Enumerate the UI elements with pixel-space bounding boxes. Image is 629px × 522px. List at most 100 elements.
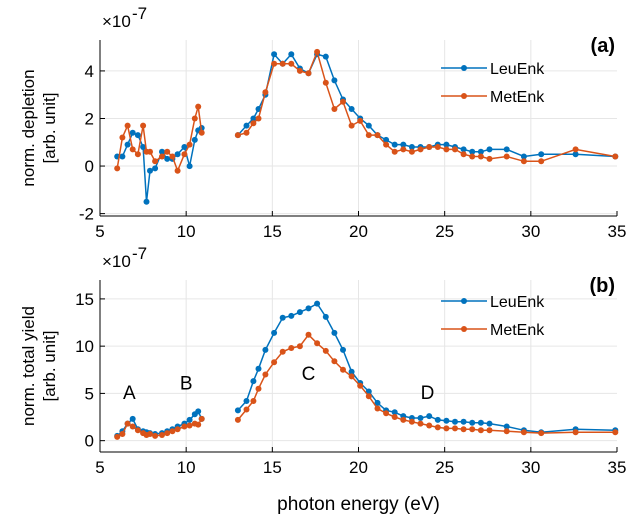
data-point [250, 120, 257, 127]
data-point [357, 382, 364, 389]
data-point [486, 427, 493, 434]
series-metenk [114, 331, 619, 440]
data-point [460, 146, 467, 153]
data-point [296, 309, 303, 316]
data-point [477, 419, 484, 426]
data-point [262, 371, 269, 378]
y-axis-label-line-2: [arb. unit] [40, 93, 59, 164]
x-tick-label: 10 [177, 458, 196, 477]
data-point [262, 346, 269, 353]
data-point [243, 122, 250, 129]
data-point [191, 115, 198, 122]
data-point [143, 198, 150, 205]
data-point [503, 428, 510, 435]
data-point [255, 385, 262, 392]
data-point [279, 314, 286, 321]
data-point [255, 115, 262, 122]
data-point [198, 129, 205, 136]
x-tick-label: 15 [263, 458, 282, 477]
annotation-label: A [123, 383, 136, 404]
data-point [243, 398, 250, 404]
y-tick-label: 15 [75, 290, 94, 309]
series-metenk [114, 48, 619, 174]
y-axis-label-line-2: [arb. unit] [40, 331, 59, 402]
data-point [538, 430, 545, 437]
x-tick-label: 25 [435, 222, 454, 241]
data-point [129, 415, 136, 422]
data-point [503, 153, 510, 160]
y-tick-label: -2 [79, 205, 94, 224]
data-point [503, 146, 510, 153]
data-point [134, 427, 141, 434]
data-point [452, 146, 458, 153]
data-point [538, 151, 545, 158]
data-point [417, 146, 424, 153]
y-tick-label: 0 [85, 432, 94, 451]
data-point [234, 132, 241, 139]
legend-swatch-marker [461, 93, 467, 99]
data-point [296, 343, 303, 350]
data-point [426, 144, 433, 150]
data-point [322, 313, 329, 320]
data-point [288, 51, 295, 58]
axis-multiplier-exponent: -7 [132, 4, 147, 23]
data-point [288, 312, 295, 319]
data-point [486, 146, 493, 153]
data-point [408, 148, 415, 155]
panel-a: 5 10 15 20 25 30 35 -2 0 2 4 ×10 -7 norm. depletion [a… [19, 4, 626, 241]
data-point [195, 421, 202, 428]
data-point [365, 388, 372, 395]
data-point [469, 148, 476, 155]
annotation-label: D [421, 383, 435, 404]
data-point [612, 429, 619, 436]
annotation-label: C [302, 364, 316, 385]
data-point [331, 329, 338, 336]
data-point [391, 141, 398, 148]
data-point [348, 122, 355, 129]
legend-label: MetEnk [490, 89, 545, 106]
data-point [365, 122, 372, 129]
data-point [134, 132, 141, 139]
data-point [174, 151, 181, 158]
data-point [129, 423, 136, 430]
data-point [374, 132, 381, 139]
data-point [383, 136, 390, 143]
y-axis-label-line-1: norm. total yield [19, 306, 38, 426]
data-point [477, 153, 484, 160]
data-point [572, 429, 579, 436]
legend-item: MetEnk [441, 322, 545, 339]
data-point [503, 423, 510, 430]
data-point [195, 103, 202, 110]
data-point [147, 167, 153, 174]
data-point [365, 393, 372, 400]
data-point [152, 165, 159, 172]
data-point [114, 433, 121, 440]
data-point [417, 420, 424, 427]
data-point [391, 148, 398, 155]
data-point [124, 122, 131, 129]
data-point [119, 431, 126, 437]
data-point [331, 358, 338, 365]
data-point [383, 141, 390, 148]
data-point [195, 408, 202, 415]
data-point [460, 426, 467, 433]
x-tick-label: 25 [435, 458, 454, 477]
data-point [271, 329, 278, 336]
data-point [331, 77, 338, 84]
x-tick-label: 35 [608, 458, 627, 477]
data-point [365, 132, 372, 139]
series-line [237, 302, 616, 433]
data-point [152, 158, 159, 165]
data-point [314, 48, 321, 55]
data-point [147, 431, 153, 437]
data-point [477, 427, 484, 434]
data-point [129, 146, 136, 153]
data-point [322, 53, 329, 60]
data-point [612, 153, 619, 160]
data-point [271, 60, 278, 67]
y-axis-label-line-1: norm. depletion [19, 69, 38, 186]
data-point [159, 148, 165, 155]
data-point [255, 365, 262, 372]
